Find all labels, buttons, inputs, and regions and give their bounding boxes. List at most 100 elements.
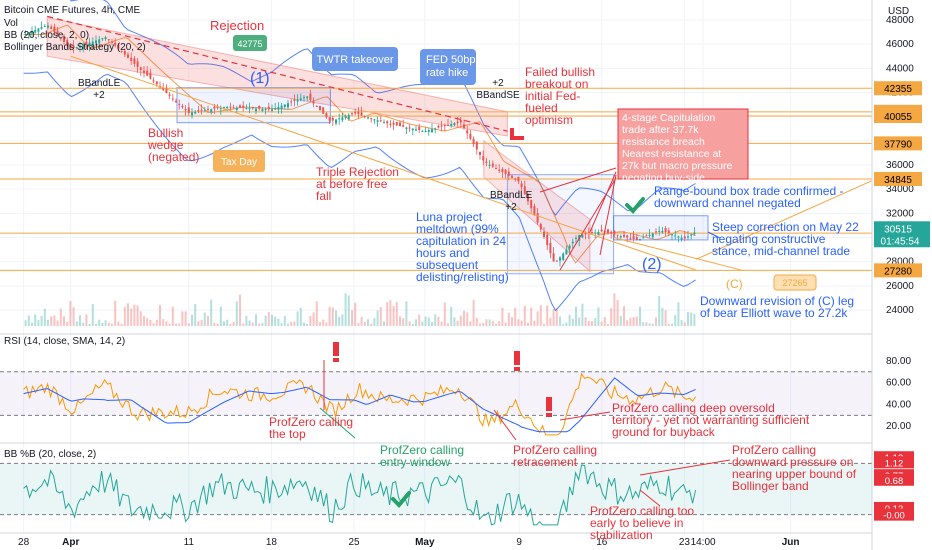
price-tick-label: 26000 [886, 281, 914, 292]
tag-42775-text: 42775 [237, 39, 262, 49]
candle-body [223, 107, 225, 109]
volume-bar [354, 302, 357, 326]
candle-body [216, 106, 219, 109]
candle-body [88, 42, 91, 46]
candle-body [392, 122, 395, 125]
volume-bar [239, 294, 241, 326]
annotation-arrow [319, 407, 356, 439]
candle-body [626, 235, 629, 238]
vol-legend[interactable]: Vol [4, 18, 18, 29]
candle-body [651, 233, 654, 238]
candle-body [629, 238, 632, 240]
volume-bar [581, 303, 584, 326]
candle-body [162, 87, 165, 91]
range-bound-label: Range-bound box trade confirmed - downwa… [654, 184, 844, 210]
candle-body [69, 43, 72, 49]
candle-body [319, 105, 321, 111]
volume-bar [635, 316, 638, 326]
candle-body [623, 234, 625, 237]
volume-bar [27, 315, 30, 326]
projection-line [613, 237, 744, 272]
time-tick-label: 14:00 [691, 537, 716, 548]
volume-bar [642, 322, 645, 326]
candle-body [95, 40, 97, 44]
candle-body [571, 241, 574, 244]
rsi-line [23, 372, 697, 436]
volume-bar [47, 319, 49, 326]
candle-body [207, 108, 209, 110]
candle-body [219, 107, 222, 110]
fed-callout [420, 49, 476, 85]
candle-body [82, 44, 85, 49]
volume-bar [335, 310, 337, 326]
tax-day-callout [213, 150, 265, 172]
candle-body [34, 29, 37, 33]
candle-body [239, 105, 241, 108]
candle-body [40, 27, 43, 29]
level-tag-text: 34845 [884, 175, 912, 186]
candle-body [447, 124, 449, 126]
candle-body [667, 230, 670, 234]
level-tag-box [874, 263, 922, 278]
volume-bar [530, 307, 533, 326]
candle-body [488, 164, 491, 166]
rsi-legend[interactable]: RSI (14, close, SMA, 14, 2) [4, 336, 125, 347]
candle-body [440, 125, 443, 127]
resistance-dashed-line [47, 15, 508, 132]
candle-body [104, 37, 107, 40]
candle-body [59, 37, 62, 39]
volume-bar [66, 321, 69, 326]
wave-c-label: (C) [726, 277, 743, 291]
volume-bar [677, 302, 680, 326]
pz-oversold-label: ProfZero calling deep oversold territory… [612, 401, 810, 439]
volume-bar [325, 322, 328, 326]
volume-bar [578, 317, 581, 326]
volume-bar [399, 316, 401, 326]
annotation-arrow [707, 231, 721, 239]
bbandle-1-label: BBandLE +2 [78, 78, 121, 101]
volume-bar [40, 315, 43, 326]
annotation-arrow [599, 174, 617, 256]
volume-bar [501, 307, 504, 326]
volume-bar [395, 302, 398, 326]
bb-legend[interactable]: BB (20, close, 2, 0) [4, 30, 89, 41]
candle-body [370, 118, 373, 120]
volume-bar [88, 323, 91, 326]
volume-bar [421, 321, 424, 326]
volume-bar [213, 322, 216, 326]
bbp-legend[interactable]: BB %B (20, close, 2) [4, 449, 96, 460]
volume-bar [328, 306, 331, 326]
capitulation-channel [483, 139, 591, 273]
fed-callout-text: FED 50bps rate hike [426, 54, 482, 79]
candle-body [178, 103, 181, 105]
volume-bar [543, 323, 545, 326]
volume-bar [379, 307, 382, 326]
tag-27265 [773, 274, 817, 291]
volume-bar [159, 304, 161, 326]
candle-body [47, 25, 49, 28]
candle-body [258, 105, 261, 109]
volume-bar [303, 322, 305, 326]
volume-bar [370, 323, 373, 326]
candle-body [293, 99, 296, 101]
candle-body [226, 107, 229, 109]
volume-bar [683, 322, 686, 326]
volume-bar [488, 319, 491, 326]
candle-body [127, 54, 129, 58]
volume-bar [447, 323, 449, 326]
volume-bar [85, 314, 88, 326]
candle-body [600, 229, 603, 232]
candle-body [335, 119, 337, 124]
candle-body [373, 119, 376, 121]
symbol-title[interactable]: Bitcoin CME Futures, 4h, CME [4, 5, 140, 16]
volume-bar [466, 312, 469, 326]
bbstrat-legend[interactable]: Bollinger Bands Strategy (20, 2) [4, 42, 146, 53]
candle-body [338, 118, 341, 120]
volume-bar [101, 322, 104, 326]
price-tick-label: 44000 [886, 63, 914, 74]
candle-body [501, 168, 504, 173]
bb-lower-line [23, 71, 696, 312]
time-axis[interactable]: 28 Apr 11 18 25 May 9 16 23 14:00 Jun [18, 537, 799, 548]
bbp-tag-box [874, 473, 914, 486]
